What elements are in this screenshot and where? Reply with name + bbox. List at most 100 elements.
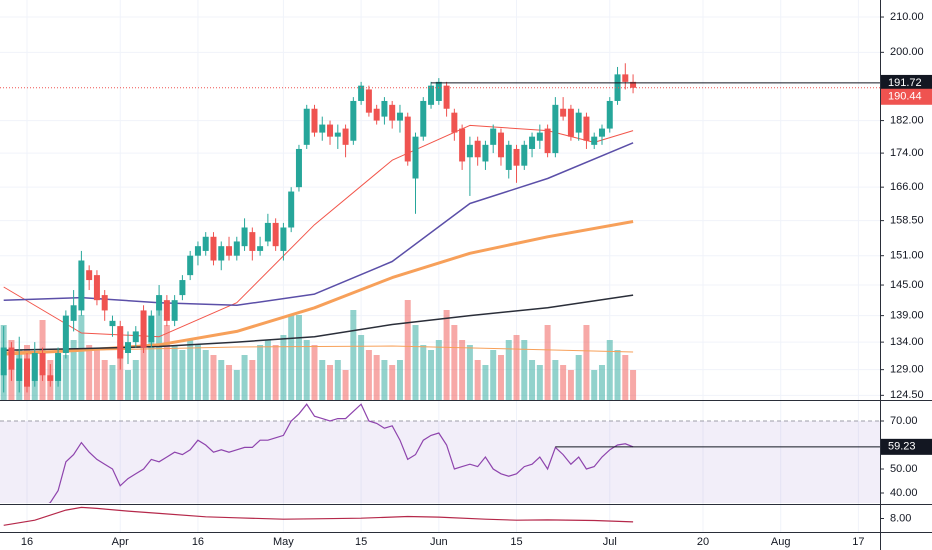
volume-bar — [365, 350, 372, 400]
candle-body — [39, 353, 46, 376]
volume-bar — [272, 345, 279, 400]
candle-body — [280, 227, 287, 251]
candle-body — [171, 300, 178, 321]
volume-bar — [435, 340, 442, 400]
volume-bar — [474, 360, 481, 400]
indicator-line — [3, 506, 634, 526]
rsi-tick-label: 40.00 — [890, 487, 918, 499]
candle-body — [342, 128, 349, 145]
volume-bar — [194, 345, 201, 400]
x-tick-label: 16 — [21, 536, 33, 548]
volume-bar — [86, 345, 93, 400]
volume-bar — [179, 350, 186, 400]
volume-bar — [218, 360, 225, 400]
volume-bar — [132, 360, 139, 400]
volume-bar — [420, 345, 427, 400]
volume-bar — [334, 360, 341, 400]
x-tick-label: Jul — [603, 536, 617, 548]
volume-bar — [358, 335, 365, 400]
y-tick-label: 129.00 — [890, 364, 924, 376]
candle-body — [412, 136, 419, 179]
volume-bar — [264, 340, 271, 400]
volume-bar — [389, 365, 396, 400]
candle-body — [288, 191, 295, 228]
candle-body — [373, 108, 380, 121]
volume-bar — [202, 350, 209, 400]
candle-body — [156, 295, 163, 311]
candle-body — [303, 108, 310, 145]
candle-body — [466, 144, 473, 158]
y-tick-label: 166.00 — [890, 181, 924, 193]
candle-body — [8, 347, 15, 370]
candle-body — [295, 148, 302, 188]
x-tick-label: Jun — [430, 536, 448, 548]
candle-body — [497, 132, 504, 158]
candle-body — [521, 144, 528, 166]
volume-bar — [249, 360, 256, 400]
volume-bar — [233, 370, 240, 400]
volume-bar — [156, 305, 163, 400]
price-pane — [0, 63, 880, 400]
volume-bar — [412, 325, 419, 400]
axes: 16 Apr 16 May 15 Jun 15 Jul 20 Aug 17 124.50 129.00 1… — [21, 11, 932, 548]
candle-body — [435, 81, 442, 101]
volume-bar — [295, 315, 302, 400]
last-price-box — [881, 88, 932, 105]
volume-bar — [78, 315, 85, 400]
volume-bar — [171, 345, 178, 400]
volume-bar — [109, 365, 116, 400]
volume-bar — [552, 360, 559, 400]
candle-body — [567, 108, 574, 137]
candle-body — [319, 124, 326, 133]
candle-body — [560, 108, 567, 117]
volume-bar — [280, 335, 287, 400]
candle-body — [536, 132, 543, 141]
volume-bar — [117, 340, 124, 400]
last-price-label: 190.44 — [888, 91, 922, 103]
candle-body — [614, 74, 621, 101]
candle-body — [264, 222, 271, 242]
candle-body — [148, 315, 155, 343]
volume-bar — [614, 350, 621, 400]
volume-bar — [451, 325, 458, 400]
candle-body — [78, 260, 85, 311]
level-label: 191.72 — [888, 77, 922, 89]
y-tick-label: 139.00 — [890, 310, 924, 322]
volume-bar — [70, 340, 77, 400]
x-tick-label: 15 — [355, 536, 367, 548]
candle-body — [451, 112, 458, 133]
candle-body — [591, 136, 598, 145]
x-tick-label: 17 — [852, 536, 864, 548]
candle-body — [334, 132, 341, 137]
candle-body — [226, 246, 233, 256]
candle-body — [389, 104, 396, 121]
volume-bar — [93, 350, 100, 400]
candle-body — [109, 320, 116, 327]
volume-bar — [288, 315, 295, 400]
volume-bar — [125, 370, 132, 400]
y-tick-label: 200.00 — [890, 46, 924, 58]
volume-bar — [490, 350, 497, 400]
volume-bar — [373, 355, 380, 400]
candle-body — [404, 116, 411, 162]
volume-bar — [311, 345, 318, 400]
volume-bar — [327, 365, 334, 400]
volume-bar — [210, 355, 217, 400]
candle-body — [55, 353, 62, 381]
volume-bar — [428, 350, 435, 400]
rsi-line — [48, 403, 634, 503]
volume-bar — [583, 325, 590, 400]
candle-body — [249, 232, 256, 251]
candle-body — [194, 246, 201, 256]
x-tick-label: May — [273, 536, 294, 548]
indicator-tick-label: 8.00 — [890, 512, 911, 524]
candle-body — [474, 140, 481, 158]
candle-body — [482, 144, 489, 162]
volume-bar — [482, 365, 489, 400]
candle-body — [513, 148, 520, 166]
candle-body — [552, 104, 559, 154]
x-tick-label: 20 — [697, 536, 709, 548]
candle-body — [218, 246, 225, 261]
